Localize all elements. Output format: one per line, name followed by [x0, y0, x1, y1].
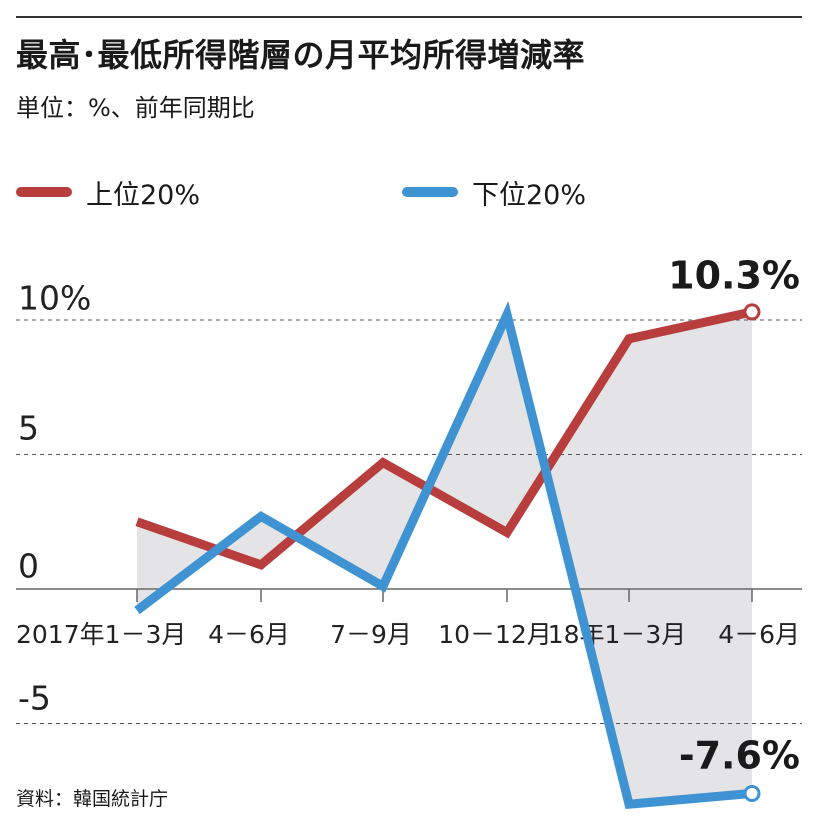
x-tick-label: 18年1－3月 — [548, 620, 687, 649]
y-tick-label: 5 — [18, 409, 39, 448]
x-tick-label: 7－9月 — [330, 620, 412, 649]
top-rule — [16, 16, 802, 18]
gap-area — [137, 311, 752, 805]
end-marker-bottom20 — [743, 784, 761, 802]
y-tick-label: 0 — [18, 547, 39, 586]
legend-swatch-top20 — [16, 187, 72, 197]
legend-item-top20: 上位20% — [16, 172, 200, 212]
series-line-bottom20 — [134, 301, 753, 810]
legend-label-top20: 上位20% — [86, 179, 201, 211]
chart-title: 最高･最低所得階層の月平均所得増減率 — [16, 36, 586, 74]
legend-item-bottom20: 下位20% — [402, 172, 586, 212]
end-marker-top20 — [743, 303, 761, 321]
chart-subtitle: 単位：%、前年同期比 — [16, 94, 255, 122]
x-tick-label: 4－6月 — [718, 620, 800, 649]
legend-swatch-bottom20 — [402, 187, 458, 197]
data-label-top20: 10.3% — [668, 254, 800, 298]
series-line-top20 — [135, 307, 753, 570]
y-tick-label: -5 — [18, 679, 51, 718]
source-note: 資料：韓国統計庁 — [16, 788, 169, 810]
x-tick-label: 4－6月 — [208, 620, 290, 649]
legend-label-bottom20: 下位20% — [472, 179, 587, 211]
x-tick-label: 10－12月 — [438, 620, 552, 649]
data-label-bottom20: -7.6% — [679, 734, 800, 778]
x-tick-label: 2017年1－3月 — [16, 620, 186, 649]
y-tick-label: 10% — [18, 279, 91, 318]
